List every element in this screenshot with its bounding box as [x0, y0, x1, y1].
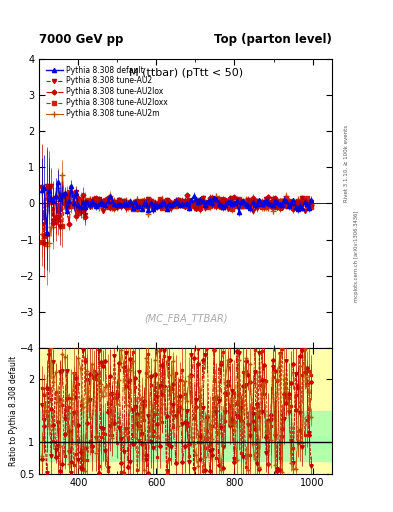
Text: Rivet 3.1.10, ≥ 100k events: Rivet 3.1.10, ≥ 100k events: [344, 125, 349, 202]
Legend: Pythia 8.308 default, Pythia 8.308 tune-AU2, Pythia 8.308 tune-AU2lox, Pythia 8.: Pythia 8.308 default, Pythia 8.308 tune-…: [46, 66, 168, 118]
Text: Top (parton level): Top (parton level): [214, 33, 332, 46]
Y-axis label: Ratio to Pythia 8.308 default: Ratio to Pythia 8.308 default: [9, 356, 18, 466]
Text: M (ttbar) (pTtt < 50): M (ttbar) (pTtt < 50): [129, 68, 243, 77]
Text: 7000 GeV pp: 7000 GeV pp: [39, 33, 124, 46]
Bar: [39, 348, 332, 474]
Text: (MC_FBA_TTBAR): (MC_FBA_TTBAR): [144, 313, 228, 325]
Bar: [39, 436, 332, 449]
Bar: [39, 411, 332, 461]
Text: mcplots.cern.ch [arXiv:1306.3436]: mcplots.cern.ch [arXiv:1306.3436]: [354, 210, 359, 302]
